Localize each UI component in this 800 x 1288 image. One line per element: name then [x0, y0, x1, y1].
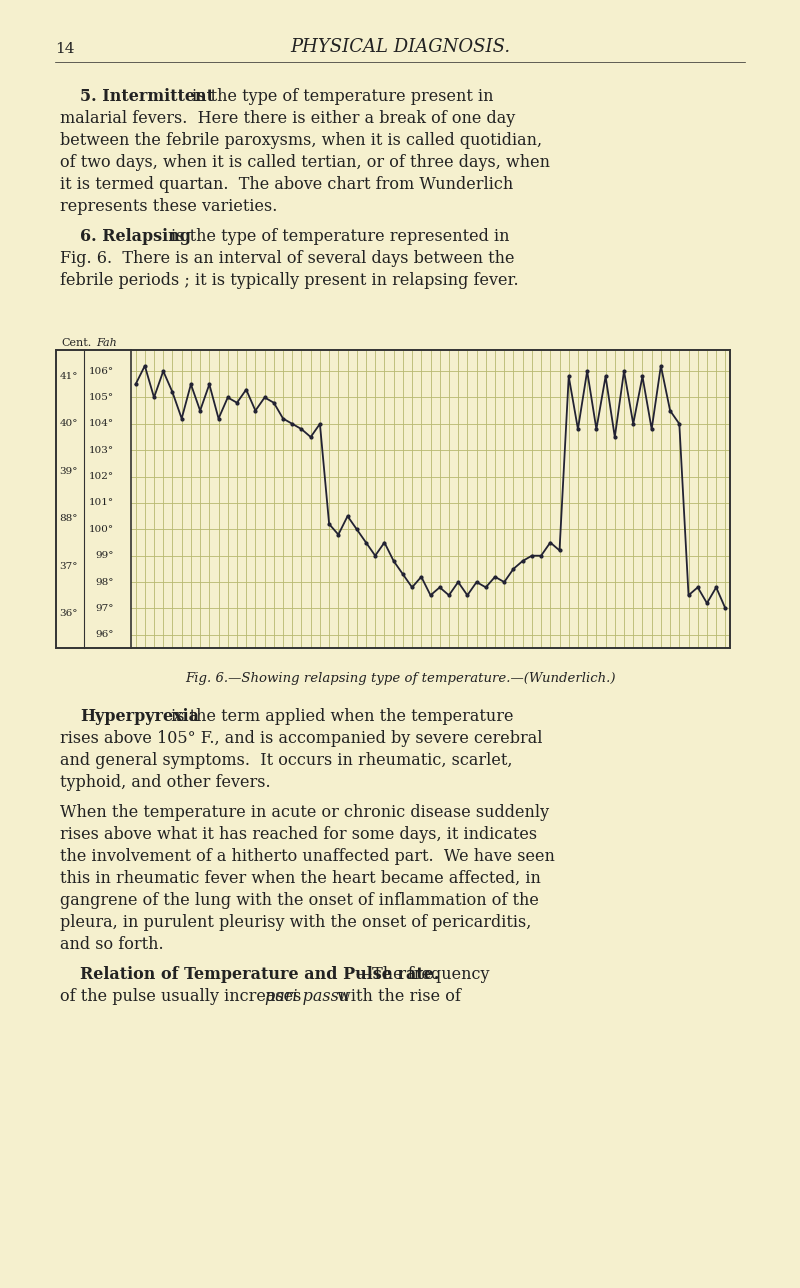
- Text: 40°: 40°: [59, 420, 78, 429]
- Text: 97°: 97°: [95, 604, 114, 613]
- Text: Fig. 6.—Showing relapsing type of temperature.—(Wunderlich.): Fig. 6.—Showing relapsing type of temper…: [185, 672, 615, 685]
- Text: with the rise of: with the rise of: [332, 988, 461, 1005]
- Text: 101°: 101°: [89, 498, 114, 507]
- Text: represents these varieties.: represents these varieties.: [60, 198, 278, 215]
- Text: When the temperature in acute or chronic disease suddenly: When the temperature in acute or chronic…: [60, 804, 549, 820]
- Text: 88°: 88°: [59, 514, 78, 523]
- Text: PHYSICAL DIAGNOSIS.: PHYSICAL DIAGNOSIS.: [290, 39, 510, 55]
- Text: 105°: 105°: [89, 393, 114, 402]
- Text: this in rheumatic fever when the heart became affected, in: this in rheumatic fever when the heart b…: [60, 869, 541, 887]
- Text: malarial fevers.  Here there is either a break of one day: malarial fevers. Here there is either a …: [60, 109, 515, 128]
- Text: and so forth.: and so forth.: [60, 936, 164, 953]
- Text: Fig. 6.  There is an interval of several days between the: Fig. 6. There is an interval of several …: [60, 250, 514, 267]
- Text: 103°: 103°: [89, 446, 114, 455]
- Text: febrile periods ; it is typically present in relapsing fever.: febrile periods ; it is typically presen…: [60, 272, 518, 289]
- Text: between the febrile paroxysms, when it is called quotidian,: between the febrile paroxysms, when it i…: [60, 131, 542, 149]
- Text: 14: 14: [55, 43, 74, 55]
- Text: 104°: 104°: [89, 420, 114, 429]
- Text: Relation of Temperature and Pulse rate.: Relation of Temperature and Pulse rate.: [80, 966, 439, 983]
- Text: the involvement of a hitherto unaffected part.  We have seen: the involvement of a hitherto unaffected…: [60, 848, 555, 866]
- Text: 39°: 39°: [59, 466, 78, 475]
- Text: 106°: 106°: [89, 367, 114, 376]
- Text: 96°: 96°: [95, 630, 114, 639]
- Text: 98°: 98°: [95, 577, 114, 586]
- Text: 5. Intermittent: 5. Intermittent: [80, 88, 214, 106]
- Text: of the pulse usually increases: of the pulse usually increases: [60, 988, 306, 1005]
- Text: rises above what it has reached for some days, it indicates: rises above what it has reached for some…: [60, 826, 537, 844]
- Text: 100°: 100°: [89, 524, 114, 533]
- Text: 102°: 102°: [89, 473, 114, 482]
- Text: Cent.: Cent.: [61, 337, 91, 348]
- Text: it is termed quartan.  The above chart from Wunderlich: it is termed quartan. The above chart fr…: [60, 176, 514, 193]
- Text: is the term applied when the temperature: is the term applied when the temperature: [166, 708, 513, 725]
- Text: 6. Relapsing: 6. Relapsing: [80, 228, 191, 245]
- Text: 99°: 99°: [95, 551, 114, 560]
- Text: 36°: 36°: [59, 609, 78, 618]
- Text: pari passu: pari passu: [265, 988, 349, 1005]
- Text: 41°: 41°: [59, 372, 78, 381]
- Text: rises above 105° F., and is accompanied by severe cerebral: rises above 105° F., and is accompanied …: [60, 730, 542, 747]
- Text: 37°: 37°: [59, 562, 78, 571]
- Text: gangrene of the lung with the onset of inflammation of the: gangrene of the lung with the onset of i…: [60, 893, 539, 909]
- Text: is the type of temperature represented in: is the type of temperature represented i…: [166, 228, 509, 245]
- Text: and general symptoms.  It occurs in rheumatic, scarlet,: and general symptoms. It occurs in rheum…: [60, 752, 513, 769]
- Text: Fah: Fah: [96, 337, 117, 348]
- Text: is the type of temperature present in: is the type of temperature present in: [187, 88, 494, 106]
- Text: Hyperpyrexia: Hyperpyrexia: [80, 708, 199, 725]
- Text: pleura, in purulent pleurisy with the onset of pericarditis,: pleura, in purulent pleurisy with the on…: [60, 914, 531, 931]
- Text: of two days, when it is called tertian, or of three days, when: of two days, when it is called tertian, …: [60, 155, 550, 171]
- Text: typhoid, and other fevers.: typhoid, and other fevers.: [60, 774, 270, 791]
- Text: —The frequency: —The frequency: [356, 966, 490, 983]
